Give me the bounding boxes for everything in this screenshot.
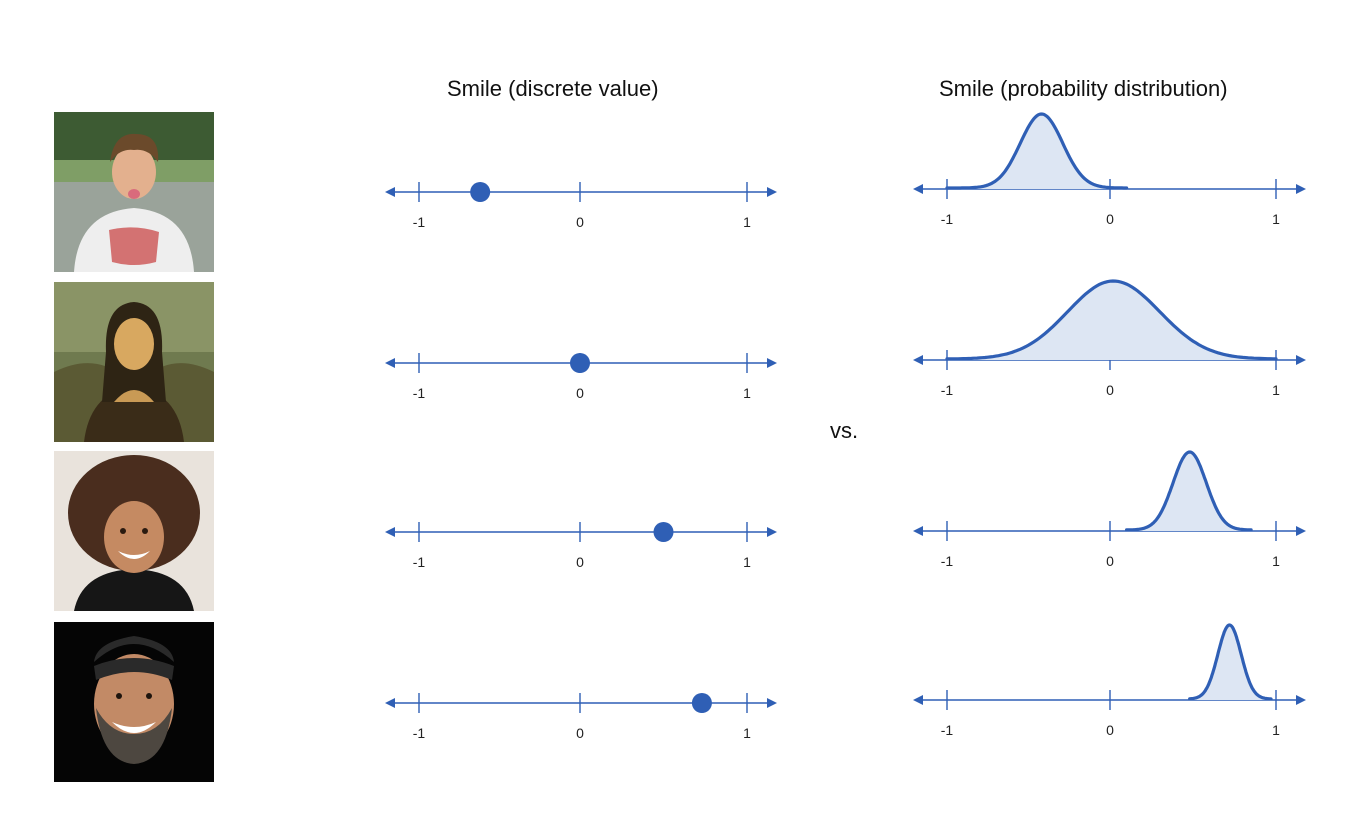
discrete-axis-arrow-right-0 [767, 187, 777, 197]
discrete-tick-label-1-2: 1 [743, 385, 751, 401]
mona-lisa-photo [54, 282, 214, 442]
distribution-fill-2 [1126, 452, 1252, 531]
discrete-axis-arrow-left-0 [385, 187, 395, 197]
distribution-axis-arrow-left-1 [913, 355, 923, 365]
discrete-axis-arrow-left-3 [385, 698, 395, 708]
discrete-tick-label-3-1: 0 [576, 725, 584, 741]
discrete-tick-label-0-2: 1 [743, 214, 751, 230]
distribution-curve-2 [1125, 450, 1253, 532]
distribution-tick-label-3-0: -1 [941, 722, 954, 738]
distribution-axis-arrow-left-3 [913, 695, 923, 705]
boy-frowning-photo [54, 112, 214, 272]
distribution-curve-3 [1188, 623, 1273, 701]
discrete-axis-arrow-right-1 [767, 358, 777, 368]
discrete-tick-label-1-1: 0 [576, 385, 584, 401]
discrete-tick-label-0-0: -1 [413, 214, 426, 230]
discrete-axis-arrow-right-2 [767, 527, 777, 537]
distribution-tick-label-1-2: 1 [1272, 382, 1280, 398]
girl-smiling-photo [54, 451, 214, 611]
discrete-tick-label-3-2: 1 [743, 725, 751, 741]
discrete-value-title: Smile (discrete value) [447, 76, 659, 101]
discrete-axis-arrow-right-3 [767, 698, 777, 708]
distribution-tick-label-1-1: 0 [1106, 382, 1114, 398]
discrete-point-2 [653, 522, 674, 542]
distribution-axis-arrow-right-2 [1296, 526, 1306, 536]
distribution-tick-label-0-1: 0 [1106, 211, 1114, 227]
discrete-point-0 [470, 182, 491, 202]
distribution-curve-1 [945, 279, 1278, 361]
distribution-tick-label-3-1: 0 [1106, 722, 1114, 738]
distribution-tick-label-3-2: 1 [1272, 722, 1280, 738]
distribution-fill-1 [947, 281, 1276, 360]
probability-distribution-title: Smile (probability distribution) [939, 76, 1228, 101]
discrete-axis-arrow-left-2 [385, 527, 395, 537]
distribution-axis-arrow-left-0 [913, 184, 923, 194]
distribution-curve-0 [945, 112, 1129, 190]
discrete-point-1 [570, 353, 590, 373]
discrete-tick-label-3-0: -1 [413, 725, 426, 741]
discrete-tick-label-0-1: 0 [576, 214, 584, 230]
distribution-fill-0 [947, 114, 1127, 189]
discrete-tick-label-2-2: 1 [743, 554, 751, 570]
distribution-tick-label-2-1: 0 [1106, 553, 1114, 569]
distribution-tick-label-1-0: -1 [941, 382, 954, 398]
distribution-fill-3 [1189, 625, 1271, 700]
distribution-axis-arrow-right-1 [1296, 355, 1306, 365]
distribution-axis-arrow-left-2 [913, 526, 923, 536]
discrete-tick-label-1-0: -1 [413, 385, 426, 401]
distribution-tick-label-0-2: 1 [1272, 211, 1280, 227]
distribution-tick-label-2-0: -1 [941, 553, 954, 569]
vs-label: vs. [830, 418, 859, 443]
distribution-axis-arrow-right-3 [1296, 695, 1306, 705]
distribution-axis-arrow-right-0 [1296, 184, 1306, 194]
man-laughing-photo [54, 622, 214, 782]
discrete-axis-arrow-left-1 [385, 358, 395, 368]
distribution-tick-label-2-2: 1 [1272, 553, 1280, 569]
distribution-tick-label-0-0: -1 [941, 211, 954, 227]
discrete-tick-label-2-1: 0 [576, 554, 584, 570]
discrete-tick-label-2-0: -1 [413, 554, 426, 570]
discrete-point-3 [691, 693, 712, 713]
